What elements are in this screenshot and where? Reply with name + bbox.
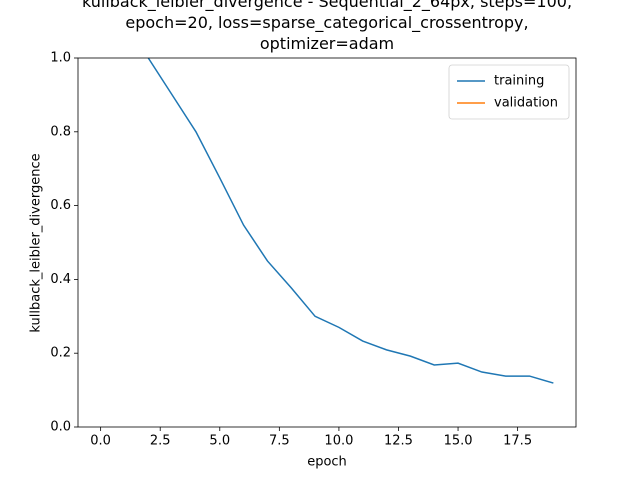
series-line xyxy=(147,58,554,384)
legend-label: validation xyxy=(494,96,558,111)
x-tick-label: 2.5 xyxy=(150,434,171,449)
y-tick-label: 0.8 xyxy=(50,124,71,139)
x-tick-label: 7.5 xyxy=(269,434,290,449)
x-tick-label: 10.0 xyxy=(324,434,353,449)
legend-label: training xyxy=(494,74,544,89)
y-tick-label: 0.4 xyxy=(50,272,71,287)
x-axis-label: epoch xyxy=(307,455,347,470)
x-tick-label: 17.5 xyxy=(503,434,532,449)
y-tick-label: 0.2 xyxy=(50,346,71,361)
y-tick-label: 1.0 xyxy=(50,51,71,66)
x-tick-label: 15.0 xyxy=(444,434,473,449)
y-tick-label: 0.6 xyxy=(50,198,71,213)
plot-area xyxy=(147,58,554,384)
y-axis-label: kullback_leibler_divergence xyxy=(29,153,44,332)
chart-title: kullback_leibler_divergence - Sequential… xyxy=(82,0,572,53)
x-tick-label: 0.0 xyxy=(90,434,111,449)
y-tick-label: 0.0 xyxy=(50,420,71,435)
legend-box xyxy=(448,64,570,120)
plot-frame xyxy=(77,57,577,428)
x-tick-label: 12.5 xyxy=(384,434,413,449)
x-tick-label: 5.0 xyxy=(209,434,230,449)
